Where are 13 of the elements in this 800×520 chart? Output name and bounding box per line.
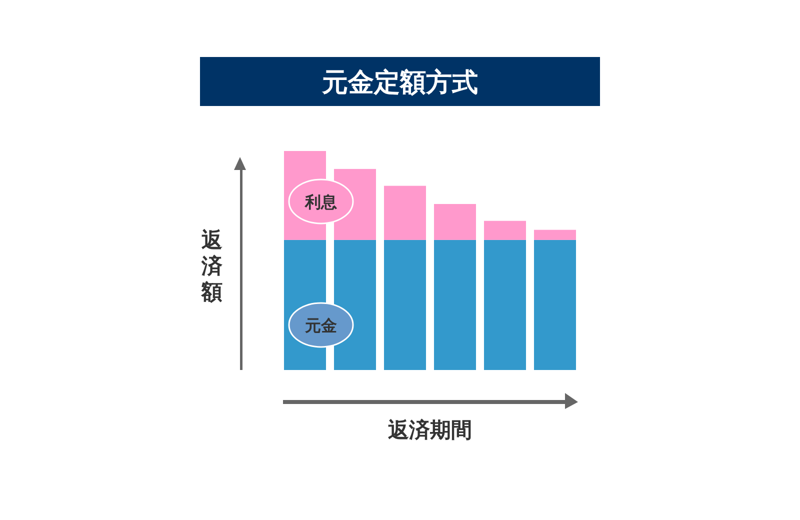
bar	[484, 220, 526, 240]
bar	[534, 230, 576, 240]
bar	[484, 240, 526, 370]
y-axis-title: 返済額	[200, 228, 224, 304]
bar	[534, 240, 576, 370]
series-label: 利息	[304, 192, 338, 212]
bar	[384, 240, 426, 370]
bar	[384, 186, 426, 240]
x-axis-title: 返済期間	[387, 418, 472, 442]
bar	[434, 240, 476, 370]
series-label: 元金	[304, 316, 337, 335]
bar	[434, 204, 476, 240]
chart-title: 元金定額方式	[321, 68, 478, 98]
